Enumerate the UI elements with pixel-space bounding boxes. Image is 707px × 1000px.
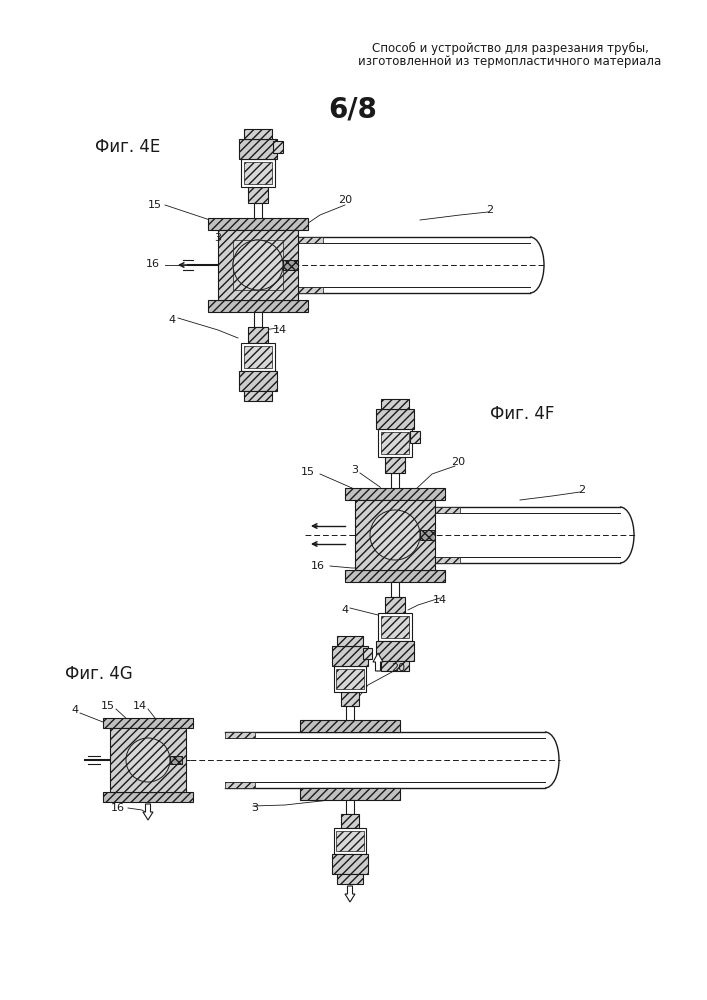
Bar	[337, 874, 363, 884]
Circle shape	[370, 510, 420, 560]
Bar	[334, 666, 366, 692]
Polygon shape	[373, 653, 383, 671]
Bar	[385, 597, 405, 613]
Circle shape	[233, 240, 283, 290]
Bar	[420, 530, 435, 540]
Circle shape	[126, 738, 170, 782]
Bar	[283, 260, 298, 270]
Bar	[208, 300, 308, 312]
Bar	[391, 582, 399, 597]
Bar	[332, 854, 368, 874]
Bar	[254, 312, 262, 327]
Text: 3: 3	[252, 803, 259, 813]
Bar	[239, 139, 277, 159]
Bar	[337, 636, 363, 646]
Bar	[170, 756, 182, 764]
Bar	[381, 399, 409, 409]
Bar	[273, 141, 283, 153]
Bar	[336, 669, 364, 689]
Bar	[241, 159, 275, 187]
Text: 3: 3	[214, 233, 221, 243]
Bar	[241, 343, 275, 371]
Text: 14: 14	[433, 595, 447, 605]
Bar	[244, 162, 272, 184]
Text: 4: 4	[168, 315, 175, 325]
Text: 4: 4	[71, 705, 78, 715]
Bar	[248, 327, 268, 343]
Text: Фиг. 4G: Фиг. 4G	[65, 665, 133, 683]
Text: 14: 14	[273, 325, 287, 335]
Bar	[430, 507, 460, 513]
Text: 20: 20	[391, 663, 405, 673]
Bar	[363, 648, 372, 659]
Text: 4: 4	[341, 605, 349, 615]
Bar	[378, 429, 412, 457]
Bar	[293, 287, 323, 293]
Bar	[103, 718, 193, 728]
Bar	[385, 457, 405, 473]
Text: 20: 20	[451, 457, 465, 467]
Bar	[334, 828, 366, 854]
Bar	[381, 432, 409, 454]
Bar	[430, 557, 460, 563]
Bar	[346, 706, 354, 720]
Bar	[346, 800, 354, 814]
Bar	[376, 409, 414, 429]
Bar	[300, 788, 400, 800]
Bar	[341, 692, 359, 706]
Bar	[233, 240, 283, 290]
Bar	[410, 431, 420, 443]
Bar	[336, 831, 364, 851]
Text: 16: 16	[111, 803, 125, 813]
Text: 2: 2	[578, 485, 585, 495]
Text: 16: 16	[146, 259, 160, 269]
Text: 14: 14	[133, 701, 147, 711]
Bar	[239, 371, 277, 391]
Bar	[254, 203, 262, 218]
Bar	[218, 230, 298, 300]
Bar	[355, 500, 435, 570]
Text: Фиг. 4F: Фиг. 4F	[490, 405, 554, 423]
Text: Способ и устройство для разрезания трубы,: Способ и устройство для разрезания трубы…	[372, 42, 648, 55]
Bar	[244, 129, 272, 139]
Bar	[378, 613, 412, 641]
Bar	[345, 488, 445, 500]
Bar	[332, 646, 368, 666]
Text: 6/8: 6/8	[329, 95, 378, 123]
Text: 15: 15	[301, 467, 315, 477]
Text: 3: 3	[351, 465, 358, 475]
Polygon shape	[345, 886, 355, 902]
Bar	[391, 473, 399, 488]
Bar	[345, 570, 445, 582]
Polygon shape	[143, 804, 153, 820]
Bar	[376, 641, 414, 661]
Bar	[244, 346, 272, 368]
Text: 20: 20	[338, 195, 352, 205]
Bar	[381, 616, 409, 638]
Bar	[244, 391, 272, 401]
Bar	[225, 782, 255, 788]
Bar	[341, 814, 359, 828]
Bar	[110, 728, 186, 792]
Bar	[293, 237, 323, 243]
Text: 15: 15	[148, 200, 162, 210]
Text: 2: 2	[486, 205, 493, 215]
Text: 16: 16	[311, 561, 325, 571]
Polygon shape	[233, 240, 283, 290]
Text: 15: 15	[101, 701, 115, 711]
Bar	[300, 720, 400, 732]
Bar	[225, 732, 255, 738]
Text: изготовленной из термопластичного материала: изготовленной из термопластичного матери…	[358, 55, 662, 68]
Text: Фиг. 4E: Фиг. 4E	[95, 138, 160, 156]
Bar	[248, 187, 268, 203]
Bar	[103, 792, 193, 802]
Bar	[381, 661, 409, 671]
Bar	[208, 218, 308, 230]
